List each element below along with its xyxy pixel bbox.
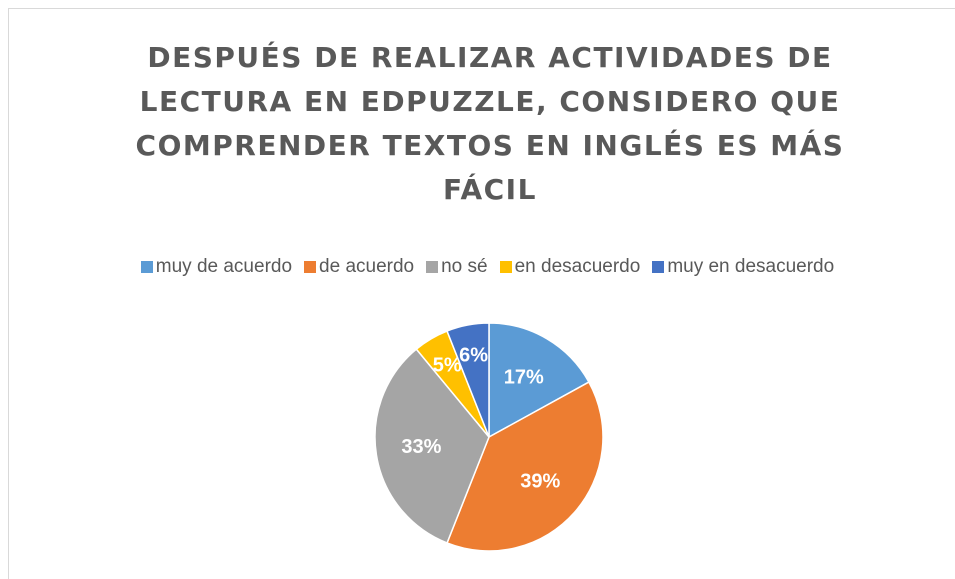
data-label: 17% — [504, 366, 544, 388]
legend-swatch — [426, 261, 439, 273]
legend-swatch — [304, 261, 317, 273]
data-label: 33% — [401, 436, 441, 458]
data-label: 5% — [433, 355, 462, 377]
legend: muy de acuerdo de acuerdo no sé en desacuer… — [0, 256, 955, 278]
data-label: 39% — [520, 471, 560, 493]
chart-title: DESPUÉS DE REALIZAR ACTIVIDADES DE LECTU… — [135, 41, 845, 206]
legend-item: de acuerdo — [304, 256, 414, 278]
legend-item: muy de acuerdo — [140, 256, 293, 278]
legend-label: no sé — [441, 256, 488, 277]
legend-swatch — [652, 261, 665, 273]
legend-label: muy en desacuerdo — [667, 256, 835, 277]
legend-swatch — [140, 261, 153, 273]
pie-slice — [446, 381, 604, 552]
chart-frame — [8, 8, 955, 579]
legend-item: en desacuerdo — [499, 256, 641, 278]
legend-item: no sé — [426, 256, 488, 278]
legend-label: muy de acuerdo — [155, 256, 293, 277]
legend-label: en desacuerdo — [514, 256, 641, 277]
data-label: 6% — [459, 345, 488, 367]
pie-slice — [488, 322, 590, 439]
pie-slice — [374, 348, 490, 544]
legend-label: de acuerdo — [319, 256, 415, 277]
legend-swatch — [499, 261, 512, 273]
pie-slice — [446, 322, 490, 438]
legend-item: muy en desacuerdo — [652, 256, 834, 278]
